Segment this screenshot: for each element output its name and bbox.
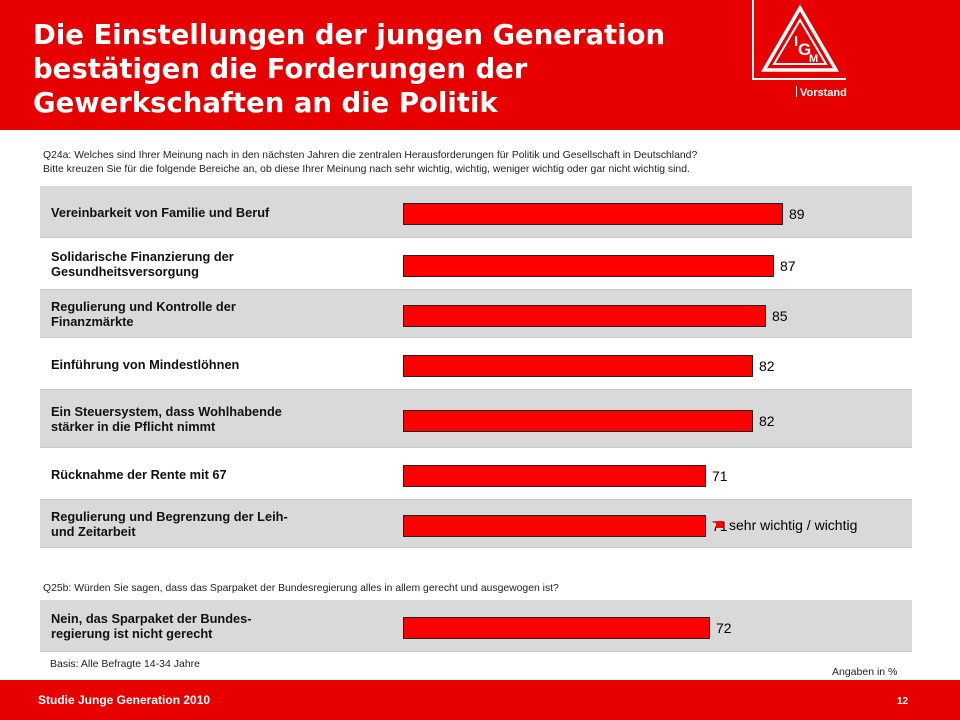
footer-bar: Studie Junge Generation 2010 12 <box>0 680 960 720</box>
category-label-line: und Zeitarbeit <box>51 524 136 539</box>
category-label-line: Regulierung und Begrenzung der Leih- <box>51 509 288 524</box>
category-label: Regulierung und Begrenzung der Leih-und … <box>51 509 371 539</box>
data-label: 82 <box>759 358 775 374</box>
category-label-line: Solidarische Finanzierung der <box>51 249 234 264</box>
category-label-line: Gesundheitsversorgung <box>51 264 199 279</box>
chart-row: Regulierung und Begrenzung der Leih-und … <box>40 500 912 548</box>
chart-row: Ein Steuersystem, dass Wohlhabende stärke… <box>40 390 912 448</box>
data-label: 85 <box>772 308 788 324</box>
unit-note: Angaben in % <box>832 666 898 678</box>
q24-bar-chart: Vereinbarkeit von Familie und Beruf 89 Sol… <box>40 186 912 548</box>
category-label: Nein, das Sparpaket der Bundes-regierung… <box>51 611 371 641</box>
chart-row: Nein, das Sparpaket der Bundes-regierung… <box>40 600 912 652</box>
category-label: Einführung von Mindestlöhnen <box>51 357 371 372</box>
category-label-line: Rücknahme der Rente mit 67 <box>51 467 227 482</box>
q24-line-1: Q24a: Welches sind Ihrer Meinung nach in… <box>43 150 698 161</box>
category-label-line: regierung ist nicht gerecht <box>51 626 213 641</box>
data-label: 89 <box>789 206 805 222</box>
category-label-line: Vereinbarkeit von Familie und Beruf <box>51 205 270 220</box>
bar <box>403 465 706 487</box>
category-label-line: Regulierung und Kontrolle der <box>51 299 236 314</box>
page-number: 12 <box>897 696 909 707</box>
q25-text: Q25b: Würden Sie sagen, dass das Sparpak… <box>43 582 559 596</box>
bar <box>403 203 783 225</box>
bar <box>403 355 753 377</box>
bar <box>403 617 710 639</box>
title-line-2: bestätigen die Forderungen der <box>33 53 528 85</box>
page-title: Die Einstellungen der jungen Generation … <box>33 18 733 120</box>
category-label: Solidarische Finanzierung der Gesundheits… <box>51 249 371 279</box>
legend: sehr wichtig / wichtig <box>716 517 857 533</box>
chart-row: Rücknahme der Rente mit 67 71 <box>40 448 912 500</box>
bar <box>403 255 774 277</box>
logo-letter-g: G <box>798 40 811 59</box>
category-label: Rücknahme der Rente mit 67 <box>51 467 371 482</box>
logo-letter-m: M <box>809 53 818 65</box>
igmetall-logo: I G M <box>752 0 846 80</box>
category-label-line: Einführung von Mindestlöhnen <box>51 357 240 372</box>
logo-letter-i: I <box>794 33 798 50</box>
q25-line-1: Q25b: Würden Sie sagen, dass das Sparpak… <box>43 583 559 594</box>
category-label-line: stärker in die Pflicht nimmt <box>51 419 216 434</box>
legend-swatch <box>716 521 723 528</box>
data-label: 87 <box>780 258 796 274</box>
title-line-1: Die Einstellungen der jungen Generation <box>33 19 666 51</box>
chart-row: Vereinbarkeit von Familie und Beruf 89 <box>40 186 912 238</box>
basis-note: Basis: Alle Befragte 14-34 Jahre <box>50 658 201 670</box>
logo-triangle-icon: I G M <box>760 4 840 72</box>
data-label: 71 <box>712 468 728 484</box>
bar <box>403 410 753 432</box>
category-label: Ein Steuersystem, dass Wohlhabende stärke… <box>51 404 371 434</box>
org-label: Vorstand <box>796 86 847 99</box>
category-label: Regulierung und Kontrolle der Finanzmärkt… <box>51 299 371 329</box>
q25-bar-chart: Nein, das Sparpaket der Bundes-regierung… <box>40 600 912 652</box>
legend-label: sehr wichtig / wichtig <box>729 517 858 533</box>
category-label-line: Finanzmärkte <box>51 314 134 329</box>
footer-study-label: Studie Junge Generation 2010 <box>38 693 211 707</box>
q24-line-2: Bitte kreuzen Sie für die folgende Berei… <box>43 164 690 175</box>
title-line-3: Gewerkschaften an die Politik <box>33 87 498 119</box>
q24-text: Q24a: Welches sind Ihrer Meinung nach in… <box>43 149 697 177</box>
bar <box>403 305 766 327</box>
data-label: 82 <box>759 413 775 429</box>
category-label-line: Ein Steuersystem, dass Wohlhabende <box>51 404 282 419</box>
data-label: 72 <box>716 620 732 636</box>
chart-row: Einführung von Mindestlöhnen 82 <box>40 338 912 390</box>
category-label-line: Nein, das Sparpaket der Bundes- <box>51 611 252 626</box>
bar <box>403 515 706 537</box>
chart-row: Regulierung und Kontrolle der Finanzmärkt… <box>40 290 912 338</box>
category-label: Vereinbarkeit von Familie und Beruf <box>51 205 371 220</box>
chart-row: Solidarische Finanzierung der Gesundheits… <box>40 238 912 290</box>
